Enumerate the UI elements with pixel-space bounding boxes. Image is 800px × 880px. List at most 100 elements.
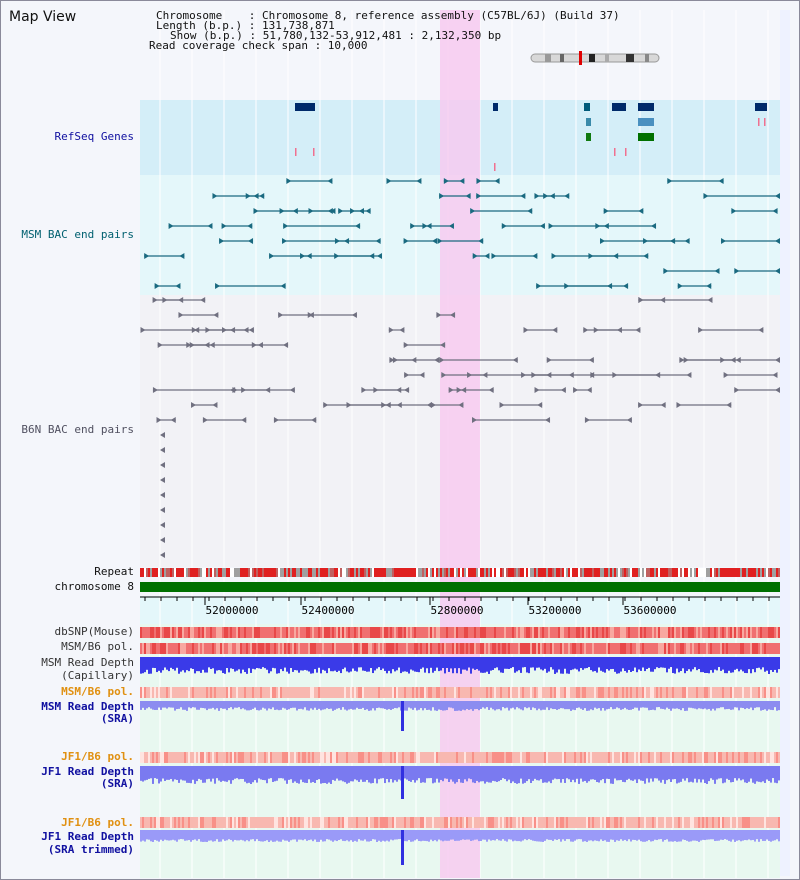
heat-cell [156,817,158,828]
heat-cell [482,643,484,654]
repeat-seg [224,568,226,577]
depth-bar [272,830,274,842]
depth-bar [760,657,762,670]
label-refseq[interactable]: RefSeq Genes [54,130,134,143]
depth-bar [730,766,732,783]
depth-bar [284,830,286,841]
heat-cell [502,687,504,698]
repeat-seg [326,568,328,577]
heat-cell [402,752,404,763]
repeat-seg [262,568,264,577]
heat-cell [428,752,430,763]
heat-cell [648,627,650,638]
heat-cell [140,643,142,654]
heat-cell [514,687,516,698]
depth-bar [430,701,432,711]
heat-cell [668,752,670,763]
depth-bar [764,830,766,841]
heat-cell [158,687,160,698]
depth-bar [358,766,360,782]
label-msm-b6-pol-2[interactable]: MSM/B6 pol. [61,685,134,698]
heat-cell [520,752,522,763]
heat-cell [470,627,472,638]
heat-cell [466,752,468,763]
depth-bar [280,657,282,670]
heat-cell [530,687,532,698]
depth-bar [592,701,594,711]
label-msm-b6-pol[interactable]: MSM/B6 pol. [61,640,134,653]
repeat-seg [308,568,310,577]
heat-cell [512,643,514,654]
heat-cell [608,752,610,763]
depth-bar [160,830,162,840]
depth-bar [382,766,384,779]
heat-cell [320,627,322,638]
heat-cell [200,817,202,828]
label-msm-depth-cap-1[interactable]: MSM Read Depth [41,656,134,669]
depth-bar [778,701,780,711]
msm-bac-pairs[interactable] [144,178,780,289]
label-msm-depth-sra-1[interactable]: MSM Read Depth [41,700,134,713]
label-dbsnp[interactable]: dbSNP(Mouse) [54,625,134,638]
heat-cell [718,817,720,828]
refseq-genes[interactable] [295,103,767,171]
heat-cell [298,687,300,698]
depth-bar [386,830,388,841]
heat-cell [730,627,732,638]
depth-bar [514,657,516,673]
label-jf1-depth-1[interactable]: JF1 Read Depth [41,765,134,778]
heat-cell [556,687,558,698]
heat-cell [368,687,370,698]
heat-cell [756,627,758,638]
heat-cell [556,752,558,763]
label-jf1-pol[interactable]: JF1/B6 pol. [61,750,134,763]
heat-cell [592,643,594,654]
heat-cell [330,687,332,698]
depth-bar [616,657,618,674]
bac-end [282,238,288,244]
chromosome-bar [140,582,780,592]
heat-cell [758,817,760,828]
depth-bar [278,701,280,711]
heat-cell [408,627,410,638]
repeat-seg [448,568,450,577]
heat-cell [398,817,400,828]
depth-bar [760,830,762,840]
heat-cell [200,752,202,763]
heat-cell [640,643,642,654]
repeat-seg [736,568,738,577]
depth-bar [630,657,632,672]
depth-bar [194,657,196,674]
b6n-bac-pairs[interactable] [140,297,780,558]
heat-cell [434,817,436,828]
heat-cell [482,687,484,698]
label-jf1-pol-2[interactable]: JF1/B6 pol. [61,816,134,829]
heat-cell [778,752,780,763]
depth-bar [680,766,682,782]
repeat-seg [302,568,304,577]
heat-cell [590,627,592,638]
depth-bar [420,766,422,783]
heat-cell [216,752,218,763]
depth-bar [252,830,254,840]
heat-cell [258,752,260,763]
label-b6n-bac[interactable]: B6N BAC end pairs [21,423,134,436]
repeat-seg [720,568,722,577]
heat-cell [300,687,302,698]
repeat-seg [214,568,216,577]
depth-bar [222,830,224,840]
depth-bar [286,657,288,672]
depth-bar [550,830,552,840]
depth-bar [576,701,578,708]
heat-cell [684,687,686,698]
heat-cell [606,627,608,638]
heat-cell [620,627,622,638]
repeat-seg [716,568,718,577]
gene-feature [586,133,591,141]
label-jf1-trim-1[interactable]: JF1 Read Depth [41,830,134,843]
label-msm-bac[interactable]: MSM BAC end pairs [21,228,134,241]
heat-cell [776,817,778,828]
depth-bar [368,830,370,842]
depth-bar [546,657,548,673]
